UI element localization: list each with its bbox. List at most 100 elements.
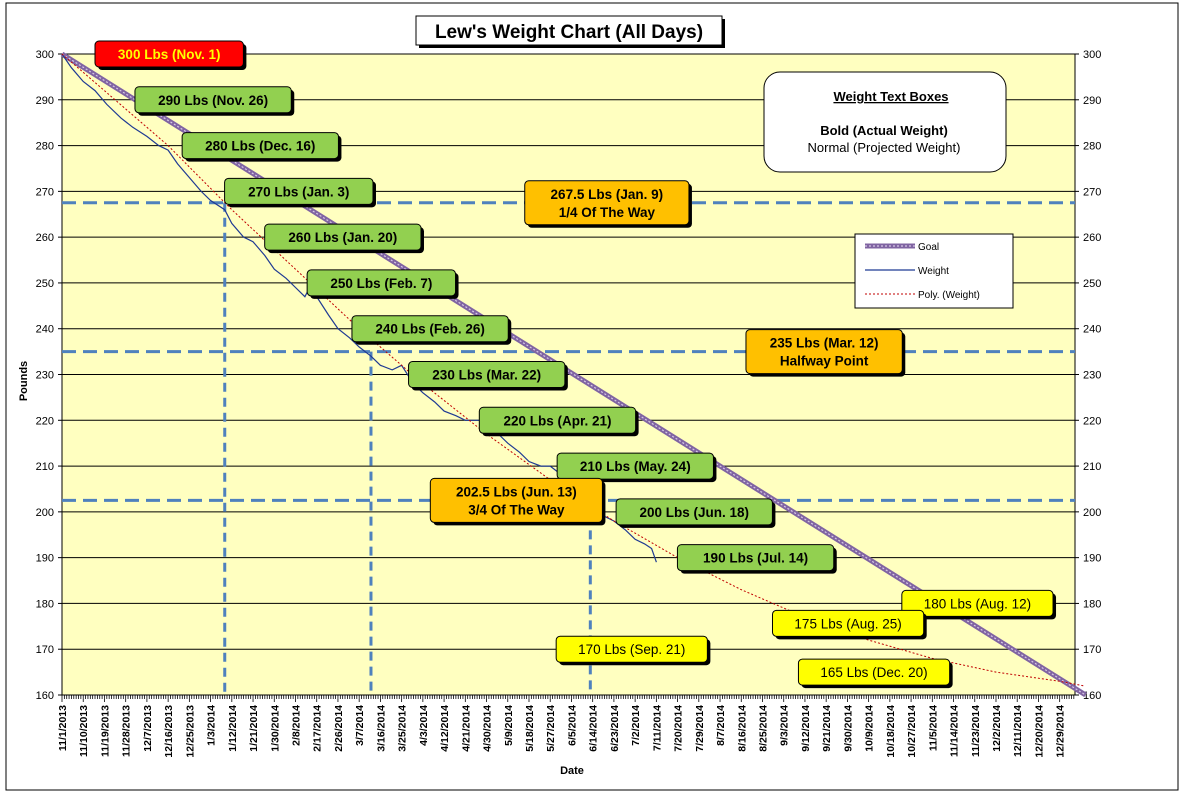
y-tick-label: 270 xyxy=(36,186,54,198)
annotation-green: 260 Lbs (Jan. 20) xyxy=(264,223,424,254)
x-tick-label: 12/29/2014 xyxy=(1055,705,1067,758)
x-tick-label: 5/9/2014 xyxy=(503,705,515,746)
y-tick-label: 180 xyxy=(1083,598,1101,610)
annotation-label: 220 Lbs (Apr. 21) xyxy=(503,413,611,428)
x-tick-label: 11/19/2013 xyxy=(99,705,111,757)
x-tick-label: 11/23/2014 xyxy=(970,705,982,757)
annotation-green: 200 Lbs (Jun. 18) xyxy=(615,498,776,528)
annotation-box xyxy=(901,589,1054,617)
x-tick-label: 3/16/2014 xyxy=(375,705,387,752)
x-tick-label: 1/12/2014 xyxy=(227,705,239,752)
annotation-label: 260 Lbs (Jan. 20) xyxy=(288,230,397,245)
annotation-orange: 235 Lbs (Mar. 12) Halfway Point xyxy=(745,329,906,377)
annotation-green: 290 Lbs (Nov. 26) xyxy=(134,86,295,116)
annotation-label: 1/4 Of The Way xyxy=(559,205,656,220)
annotation-box xyxy=(306,269,457,297)
legend-label: Goal xyxy=(918,242,939,253)
x-tick-label: 3/7/2014 xyxy=(354,705,366,746)
annotation-red: 300 Lbs (Nov. 1) xyxy=(94,40,247,70)
annotation-green: 210 Lbs (May. 24) xyxy=(556,452,717,483)
x-tick-label: 11/5/2014 xyxy=(927,705,939,751)
y-tick-label: 280 xyxy=(1083,141,1101,153)
annotation-label: 280 Lbs (Dec. 16) xyxy=(205,139,315,154)
note-line-1: Bold (Actual Weight) xyxy=(820,123,948,138)
x-axis-title: Date xyxy=(560,765,584,777)
y-tick-label: 290 xyxy=(36,95,54,107)
annotation-box xyxy=(556,452,714,480)
x-tick-label: 2/8/2014 xyxy=(290,705,302,746)
y-axis-title: Pounds xyxy=(18,361,30,401)
annotation-label: 230 Lbs (Mar. 22) xyxy=(432,368,541,383)
y-tick-label: 200 xyxy=(36,507,54,519)
annotation-box xyxy=(615,498,773,526)
y-tick-label: 240 xyxy=(1083,324,1101,336)
x-tick-label: 12/20/2014 xyxy=(1033,705,1045,758)
legend-label: Weight xyxy=(918,266,949,277)
annotation-box xyxy=(676,544,835,572)
x-tick-label: 5/27/2014 xyxy=(545,705,557,752)
y-tick-label: 300 xyxy=(36,49,54,61)
x-tick-label: 4/12/2014 xyxy=(439,705,451,752)
annotation-green: 240 Lbs (Feb. 26) xyxy=(351,315,512,345)
x-tick-label: 7/11/2014 xyxy=(651,705,663,751)
y-tick-label: 250 xyxy=(1083,278,1101,290)
x-tick-label: 1/3/2014 xyxy=(206,705,218,746)
annotation-box xyxy=(94,40,244,68)
x-tick-label: 12/16/2013 xyxy=(163,705,175,758)
y-tick-label: 290 xyxy=(1083,95,1101,107)
x-axis: 11/1/2013 11/10/2013 11/19/2013 11/28/2013 1… xyxy=(57,695,1075,758)
y-tick-label: 210 xyxy=(36,461,54,473)
annotation-label: 270 Lbs (Jan. 3) xyxy=(248,184,349,199)
x-tick-label: 12/2/2014 xyxy=(991,705,1003,752)
y-axis-right: 300 290 280 270 260 250 240 230 220 210 200 190 180 1… xyxy=(1075,49,1101,702)
annotation-green: 190 Lbs (Jul. 14) xyxy=(676,544,837,574)
annotation-label: 300 Lbs (Nov. 1) xyxy=(118,47,221,62)
y-tick-label: 220 xyxy=(1083,415,1101,427)
x-tick-label: 2/26/2014 xyxy=(333,705,345,752)
y-tick-label: 190 xyxy=(1083,553,1101,565)
annotation-label: Halfway Point xyxy=(780,354,869,369)
annotation-label: 3/4 Of The Way xyxy=(468,502,565,517)
x-tick-label: 2/17/2014 xyxy=(312,705,324,752)
annotation-box xyxy=(264,223,422,251)
annotation-box xyxy=(181,132,339,160)
annotation-box xyxy=(524,180,690,226)
y-tick-label: 170 xyxy=(36,644,54,656)
annotation-label: 290 Lbs (Nov. 26) xyxy=(158,93,268,108)
x-tick-label: 4/21/2014 xyxy=(460,705,472,752)
x-tick-label: 9/21/2014 xyxy=(821,705,833,752)
x-tick-label: 8/7/2014 xyxy=(715,705,727,746)
x-tick-label: 10/18/2014 xyxy=(885,705,897,758)
note-line-2: Normal (Projected Weight) xyxy=(808,140,961,155)
y-tick-label: 160 xyxy=(36,690,54,702)
y-axis-left: 300 290 280 270 260 250 240 230 220 210 200 190 180 1… xyxy=(36,49,62,702)
annotation-label: 170 Lbs (Sep. 21) xyxy=(578,642,685,657)
x-tick-label: 4/30/2014 xyxy=(482,705,494,752)
annotation-orange: 202.5 Lbs (Jun. 13) 3/4 Of The Way xyxy=(429,477,606,526)
annotation-box xyxy=(408,361,566,388)
annotation-label: 250 Lbs (Feb. 7) xyxy=(330,276,432,291)
y-tick-label: 200 xyxy=(1083,507,1101,519)
x-tick-label: 11/1/2013 xyxy=(57,705,69,751)
x-tick-label: 6/14/2014 xyxy=(588,705,600,752)
chart-title-box: Lew's Weight Chart (All Days) xyxy=(415,15,725,48)
x-tick-label: 12/25/2013 xyxy=(184,705,196,758)
x-tick-label: 7/20/2014 xyxy=(673,705,685,752)
annotation-label: 267.5 Lbs (Jan. 9) xyxy=(551,187,664,202)
annotation-box xyxy=(134,86,292,114)
annotation-label: 180 Lbs (Aug. 12) xyxy=(924,596,1031,611)
x-tick-label: 11/14/2014 xyxy=(949,705,961,757)
note-heading: Weight Text Boxes xyxy=(833,89,948,104)
annotation-green: 220 Lbs (Apr. 21) xyxy=(478,406,639,437)
annotation-label: 190 Lbs (Jul. 14) xyxy=(703,551,808,566)
annotation-box xyxy=(224,177,374,205)
x-tick-label: 1/21/2014 xyxy=(248,705,260,752)
x-tick-label: 10/9/2014 xyxy=(864,705,876,752)
annotation-label: 210 Lbs (May. 24) xyxy=(580,459,691,474)
x-tick-label: 4/3/2014 xyxy=(418,705,430,746)
x-tick-label: 12/11/2014 xyxy=(1012,705,1024,757)
annotation-box xyxy=(797,658,951,686)
y-tick-label: 220 xyxy=(36,415,54,427)
y-tick-label: 180 xyxy=(36,598,54,610)
x-tick-label: 11/28/2013 xyxy=(121,705,133,757)
